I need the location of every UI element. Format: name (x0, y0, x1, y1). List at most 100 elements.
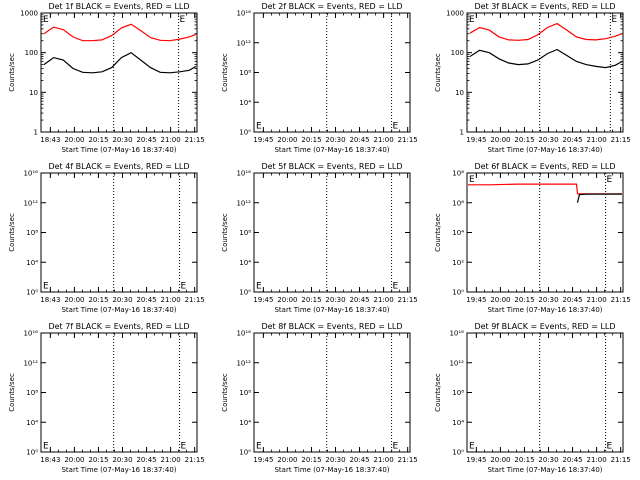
y-tick-label: 10⁰ (239, 129, 251, 137)
event-marker-label: E (607, 175, 613, 185)
x-tick-label: 20:15 (514, 136, 534, 144)
x-tick-label: 20:15 (514, 296, 534, 304)
x-tick-label: 20:15 (88, 136, 108, 144)
y-tick-label: 10⁸ (452, 389, 464, 397)
y-tick-label: 1000 (446, 10, 464, 18)
x-tick-label: 20:30 (112, 296, 132, 304)
event-marker-label: E (469, 441, 475, 451)
chart-panel-4: Det 4f BLACK = Events, RED = LLD Counts/s… (8, 162, 205, 314)
y-tick-label: 10⁴ (239, 259, 251, 267)
x-tick-label: 20:45 (349, 296, 369, 304)
chart-title: Det 5f BLACK = Events, RED = LLD (261, 162, 402, 171)
event-marker-label: E (393, 121, 399, 131)
plot-frame (466, 12, 624, 133)
x-tick-label: 20:45 (562, 296, 582, 304)
x-tick-label: 20:00 (64, 136, 84, 144)
y-tick-label: 10⁶ (452, 199, 464, 207)
x-tick-label: 21:00 (161, 456, 181, 464)
y-tick-label: 10¹² (236, 359, 251, 367)
x-tick-label: 18:43 (40, 296, 60, 304)
chart-panel-7: Det 7f BLACK = Events, RED = LLD Counts/s… (8, 322, 205, 474)
x-tick-label: 20:00 (490, 456, 510, 464)
x-tick-label: 21:00 (587, 296, 607, 304)
plot-frame (466, 172, 624, 293)
event-marker-label: E (181, 281, 187, 291)
x-tick-label: 20:00 (64, 296, 84, 304)
x-tick-label: 20:15 (301, 296, 321, 304)
y-tick-label: 10⁸ (239, 69, 251, 77)
x-tick-label: 21:00 (161, 296, 181, 304)
y-axis-label: Counts/sec (434, 213, 442, 252)
x-tick-label: 19:45 (253, 456, 273, 464)
chart-title: Det 6f BLACK = Events, RED = LLD (474, 162, 615, 171)
x-tick-label: 20:15 (88, 456, 108, 464)
y-tick-label: 10⁴ (452, 419, 464, 427)
y-tick-label: 10 (29, 89, 38, 97)
x-tick-label: 21:15 (185, 296, 205, 304)
y-tick-label: 10⁴ (239, 99, 251, 107)
x-axis-label: Start Time (07-May-16 18:37:40) (61, 146, 176, 154)
y-axis-label: Counts/sec (434, 373, 442, 412)
event-marker-label: E (43, 15, 49, 25)
x-axis-label: Start Time (07-May-16 18:37:40) (487, 466, 602, 474)
x-tick-label: 21:00 (587, 456, 607, 464)
y-tick-label: 10⁰ (239, 289, 251, 297)
x-tick-label: 20:30 (112, 456, 132, 464)
x-tick-label: 20:30 (538, 136, 558, 144)
red-series-line (43, 23, 197, 42)
x-tick-label: 19:45 (253, 296, 273, 304)
x-tick-label: 20:00 (490, 136, 510, 144)
black-series-line (576, 193, 622, 203)
y-tick-label: 10⁰ (26, 449, 38, 457)
x-tick-label: 18:43 (40, 456, 60, 464)
y-tick-label: 10⁴ (26, 419, 38, 427)
x-tick-label: 21:15 (611, 296, 631, 304)
chart-title: Det 3f BLACK = Events, RED = LLD (474, 2, 615, 11)
chart-panel-8: Det 8f BLACK = Events, RED = LLD Counts/s… (221, 322, 418, 474)
x-tick-label: 20:15 (301, 136, 321, 144)
y-tick-label: 10⁰ (239, 449, 251, 457)
x-tick-label: 20:00 (277, 456, 297, 464)
y-tick-label: 10¹² (449, 359, 464, 367)
chart-title: Det 2f BLACK = Events, RED = LLD (261, 2, 402, 11)
chart-title: Det 8f BLACK = Events, RED = LLD (261, 322, 402, 331)
y-tick-label: 10⁸ (239, 389, 251, 397)
y-tick-label: 10⁴ (452, 229, 464, 237)
event-marker-label: E (393, 441, 399, 451)
y-tick-label: 10¹⁶ (236, 10, 251, 18)
x-tick-label: 21:00 (374, 136, 394, 144)
x-tick-label: 20:00 (277, 296, 297, 304)
chart-title: Det 1f BLACK = Events, RED = LLD (48, 2, 189, 11)
chart-title: Det 7f BLACK = Events, RED = LLD (48, 322, 189, 331)
y-tick-label: 10¹⁶ (236, 330, 251, 338)
y-tick-label: 10¹² (236, 199, 251, 207)
plot-frame (40, 12, 198, 133)
black-series-line (469, 48, 623, 69)
chart-panel-1: Det 1f BLACK = Events, RED = LLD Counts/s… (8, 2, 205, 154)
y-tick-label: 100 (451, 49, 464, 57)
y-tick-label: 10⁸ (26, 229, 38, 237)
x-tick-label: 21:00 (161, 136, 181, 144)
x-tick-label: 21:15 (398, 456, 418, 464)
x-tick-label: 20:30 (325, 136, 345, 144)
x-tick-label: 20:30 (325, 296, 345, 304)
x-tick-label: 20:00 (64, 456, 84, 464)
event-marker-label: E (180, 15, 186, 25)
plot-frame (253, 12, 411, 133)
chart-title: Det 4f BLACK = Events, RED = LLD (48, 162, 189, 171)
event-marker-label: E (43, 281, 49, 291)
y-axis-label: Counts/sec (221, 53, 229, 92)
x-axis-label: Start Time (07-May-16 18:37:40) (274, 306, 389, 314)
x-axis-label: Start Time (07-May-16 18:37:40) (61, 466, 176, 474)
y-tick-label: 10⁸ (452, 170, 464, 178)
plot-frame (253, 332, 411, 453)
x-tick-label: 20:45 (349, 136, 369, 144)
y-tick-label: 10⁰ (452, 449, 464, 457)
event-marker-label: E (607, 441, 613, 451)
x-tick-label: 21:00 (374, 456, 394, 464)
chart-panel-5: Det 5f BLACK = Events, RED = LLD Counts/s… (221, 162, 418, 314)
x-tick-label: 20:15 (301, 456, 321, 464)
x-tick-label: 20:45 (562, 456, 582, 464)
y-tick-label: 1000 (20, 10, 38, 18)
